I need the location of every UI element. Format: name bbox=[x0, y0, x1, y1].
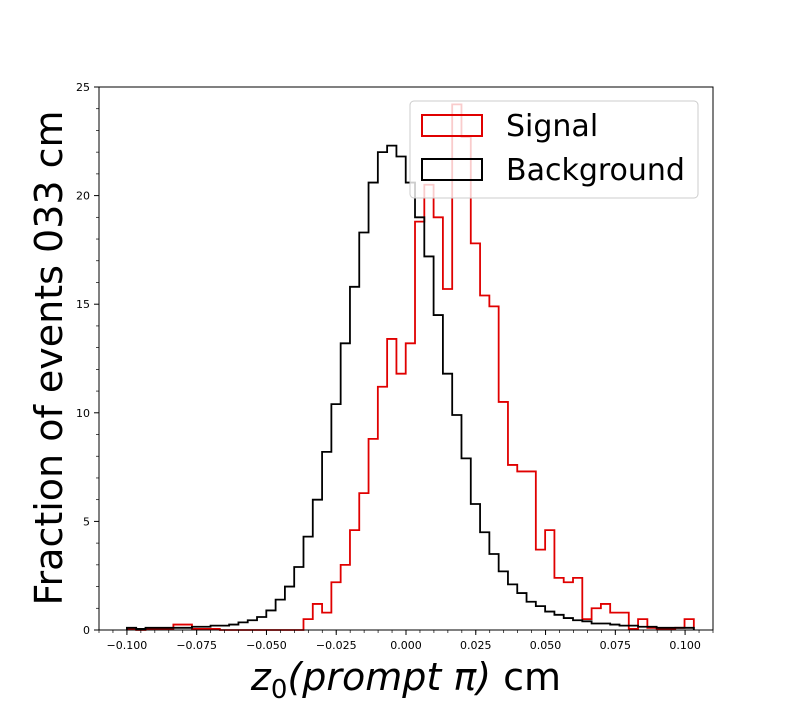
x-axis-label: z0(prompt π) cm bbox=[250, 655, 561, 705]
plot-frame bbox=[98, 86, 714, 631]
x-axis-label-unit: cm bbox=[491, 655, 561, 699]
x-axis-label-paren: (prompt π) bbox=[287, 655, 491, 699]
y-tick-label: 15 bbox=[76, 298, 90, 311]
y-tick-label: 10 bbox=[76, 407, 90, 420]
x-tick-label: 0.075 bbox=[600, 639, 632, 652]
y-tick-label: 5 bbox=[83, 515, 90, 528]
x-tick-label: −0.050 bbox=[246, 639, 287, 652]
x-axis-label-var: z bbox=[250, 655, 272, 699]
legend-label-background: Background bbox=[506, 153, 685, 188]
x-tick-label: 0.000 bbox=[390, 639, 422, 652]
x-tick-label: −0.025 bbox=[316, 639, 357, 652]
x-axis-label-sub: 0 bbox=[271, 675, 288, 705]
y-tick-label: 25 bbox=[76, 81, 90, 94]
x-axis: −0.100 −0.075 −0.050 −0.025 0.000 0.025 0.050 0… bbox=[98, 630, 714, 652]
y-axis: 0 5 10 15 20 25 bbox=[76, 81, 99, 637]
y-tick-label: 20 bbox=[76, 190, 90, 203]
y-axis-label: Fraction of events 033 cm bbox=[27, 110, 71, 605]
x-tick-label: 0.100 bbox=[669, 639, 701, 652]
legend-swatch-signal bbox=[421, 114, 483, 137]
x-tick-label: 0.025 bbox=[460, 639, 492, 652]
legend-swatch-background bbox=[421, 158, 483, 181]
y-tick-label: 0 bbox=[83, 624, 90, 637]
x-tick-label: 0.050 bbox=[530, 639, 562, 652]
x-tick-label: −0.075 bbox=[176, 639, 217, 652]
x-tick-label: −0.100 bbox=[107, 639, 148, 652]
legend-label-signal: Signal bbox=[506, 109, 598, 144]
legend: Signal Background bbox=[409, 100, 699, 199]
